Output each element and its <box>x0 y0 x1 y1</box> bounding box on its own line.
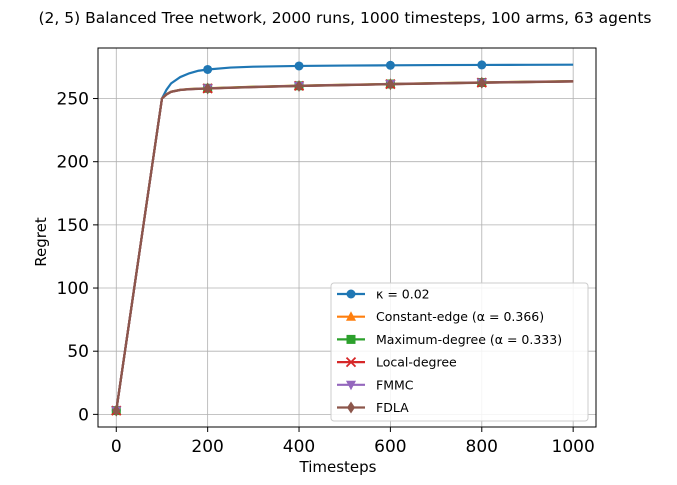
legend-marker <box>345 356 357 368</box>
data-point <box>477 76 486 89</box>
legend-marker <box>346 289 356 299</box>
legend-entry: κ = 0.02 <box>337 287 430 302</box>
x-axis-ticks: 0 200 400 600 800 1000 <box>111 427 595 457</box>
y-tick-label: 0 <box>78 405 89 425</box>
legend-marker <box>346 311 356 321</box>
y-tick-label: 200 <box>57 153 89 173</box>
legend: κ = 0.02 Constant-edge (α = 0.366) Maximum… <box>330 282 589 422</box>
legend-entry: Maximum-degree (α = 0.333) <box>337 332 562 347</box>
legend-label: κ = 0.02 <box>376 287 430 302</box>
x-tick-label: 800 <box>466 437 498 457</box>
data-point <box>295 80 304 93</box>
data-point <box>203 64 213 74</box>
legend-marker <box>347 401 355 414</box>
series-6 <box>112 76 574 417</box>
plot-frame <box>97 47 597 428</box>
y-tick-label: 150 <box>57 216 89 236</box>
legend-entry: Constant-edge (α = 0.366) <box>337 309 544 324</box>
legend-label: FDLA <box>376 400 409 415</box>
chart-title: (2, 5) Balanced Tree network, 2000 runs,… <box>38 9 651 27</box>
series-layer <box>111 60 574 417</box>
x-tick-label: 600 <box>374 437 406 457</box>
x-tick-label: 0 <box>111 437 122 457</box>
data-point <box>294 61 304 71</box>
data-point <box>477 60 487 70</box>
data-point <box>385 60 395 70</box>
legend-marker <box>346 334 356 344</box>
series-line <box>115 63 574 411</box>
legend-label: FMMC <box>376 377 414 392</box>
legend-label: Constant-edge (α = 0.366) <box>376 309 544 324</box>
legend-entry: Local-degree <box>337 355 457 370</box>
data-point <box>386 78 395 91</box>
y-axis-label: Regret <box>32 217 50 267</box>
x-axis-label: Timesteps <box>299 458 377 476</box>
data-point <box>203 82 212 95</box>
legend-marker <box>346 380 356 391</box>
y-tick-label: 250 <box>57 90 89 110</box>
data-point <box>112 404 121 417</box>
x-tick-label: 1000 <box>552 437 595 457</box>
y-axis-ticks: 0 50 100 150 200 250 <box>57 90 98 425</box>
legend-entry: FDLA <box>337 400 409 415</box>
legend-label: Local-degree <box>376 355 457 370</box>
series-line <box>115 80 574 411</box>
x-tick-label: 200 <box>191 437 223 457</box>
y-tick-label: 100 <box>57 279 89 299</box>
x-tick-label: 400 <box>283 437 315 457</box>
y-tick-label: 50 <box>67 342 89 362</box>
legend-label: Maximum-degree (α = 0.333) <box>376 332 562 347</box>
legend-entry: FMMC <box>337 377 414 392</box>
legend-box <box>330 282 589 422</box>
